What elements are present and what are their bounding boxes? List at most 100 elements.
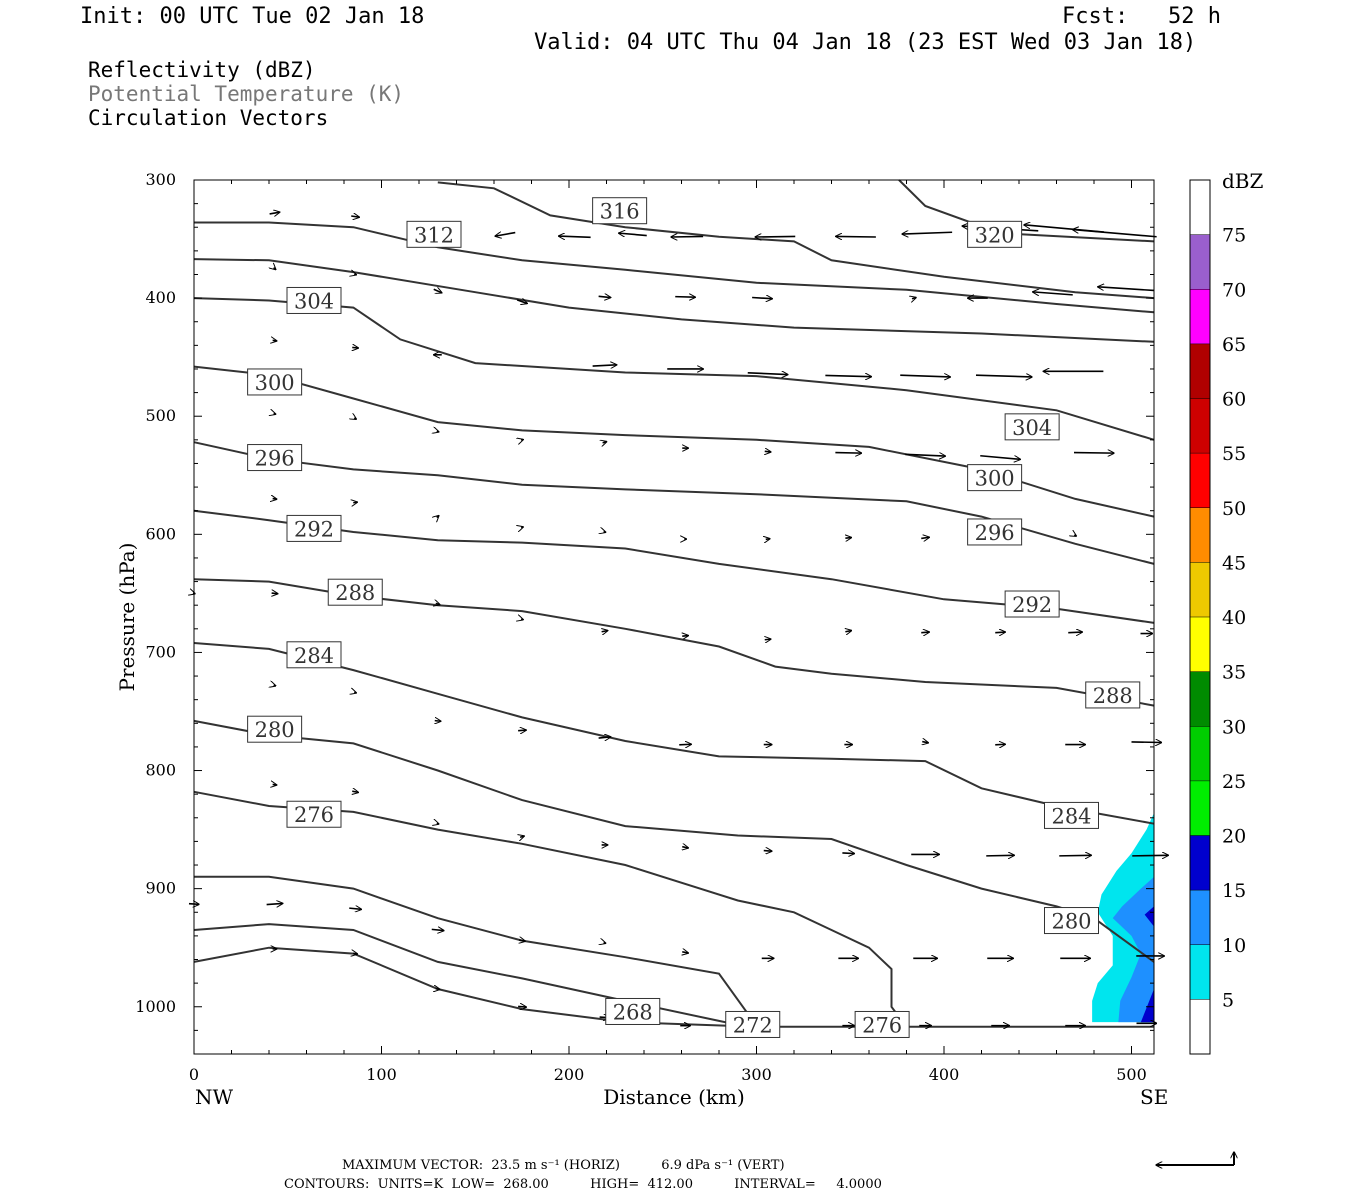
colorbar-label: 40 (1222, 607, 1246, 629)
colorbar-swatch (1190, 398, 1210, 454)
circulation-vector (921, 537, 929, 538)
contour-label-box (406, 220, 462, 248)
circulation-vector (1132, 855, 1168, 856)
circulation-vector (1131, 742, 1162, 743)
circulation-vector (836, 236, 876, 237)
y-tick-label: 500 (145, 406, 176, 425)
colorbar-label: 50 (1222, 498, 1246, 520)
colorbar-label: 20 (1222, 826, 1246, 848)
isentrope-312k (194, 221, 1155, 314)
contour-label-box (967, 518, 1023, 546)
y-axis-title: Pressure (hPa) (115, 543, 139, 692)
y-tick-label: 800 (145, 761, 176, 780)
colorbar-label: 75 (1222, 225, 1246, 247)
circulation-vector (842, 853, 854, 854)
circulation-vector (272, 593, 278, 594)
circulation-vector (437, 431, 439, 432)
circulation-vector (986, 855, 1014, 856)
circulation-vector (825, 375, 871, 376)
contour-label: 320 (975, 223, 1015, 247)
circulation-vector (437, 823, 439, 824)
colorbar-swatch (1190, 835, 1210, 891)
isentrope-276k (193, 790, 908, 1028)
colorbar-label: 30 (1222, 716, 1246, 738)
isentrope-320k (898, 179, 1155, 243)
circulation-vector (679, 744, 691, 745)
isentrope-296k (193, 441, 1155, 565)
circulation-vector (765, 451, 771, 452)
circulation-vector (921, 632, 929, 633)
max-vector-reference-arrow (1156, 1152, 1234, 1165)
contour-label: 288 (1093, 684, 1133, 708)
circulation-vector (845, 631, 851, 632)
circulation-vector (604, 532, 606, 533)
circulation-vector (592, 365, 617, 366)
circulation-vector (835, 453, 861, 454)
plot-frame (193, 179, 1155, 1055)
circulation-vector (682, 636, 688, 637)
reflectivity-cell-15dbz (1140, 989, 1154, 1023)
circulation-vector (353, 502, 357, 503)
field-reflectivity: Reflectivity (dBZ) (88, 58, 316, 82)
circulation-vector (349, 908, 361, 909)
circulation-vector (1073, 230, 1157, 238)
colorbar-swatch (1190, 289, 1210, 344)
circulation-vector (682, 847, 688, 848)
colorbar-label: 65 (1222, 334, 1246, 356)
isentrope-280k (193, 719, 1155, 963)
contour-label-box (327, 578, 383, 606)
circulation-vector (995, 744, 1005, 745)
contour-label-box (247, 368, 303, 396)
contour-label-box (247, 444, 303, 472)
colorbar-label: 70 (1222, 279, 1246, 301)
circulation-vector (755, 236, 796, 237)
circulation-vector (274, 268, 276, 270)
circulation-vector (1073, 453, 1114, 454)
x-tick-label: 500 (1116, 1065, 1147, 1084)
colorbar-label: 60 (1222, 389, 1246, 411)
x-tick-label: 300 (741, 1065, 772, 1084)
circulation-vector (273, 784, 277, 785)
isentrope-284k (193, 642, 1155, 825)
colorbar-label: 15 (1222, 880, 1246, 902)
y-tick-label: 400 (145, 288, 176, 307)
contour-label-box (286, 514, 342, 542)
contour-label: 284 (1051, 804, 1091, 828)
contour-label: 276 (294, 803, 334, 827)
circulation-vector (351, 216, 359, 217)
contour-label-box (725, 1010, 781, 1038)
circulation-vector (516, 300, 527, 304)
circulation-vector (603, 442, 607, 443)
isentrope-316k (437, 181, 1155, 300)
circulation-vector (602, 631, 608, 632)
circulation-vector (995, 632, 1005, 633)
colorbar-swatch (1190, 234, 1210, 290)
colorbar-label: 55 (1222, 443, 1246, 465)
circulation-vector (518, 1006, 526, 1007)
circulation-vector (1074, 535, 1076, 536)
x-tick-label: 0 (189, 1065, 199, 1084)
contour-label: 280 (255, 718, 295, 742)
circulation-vector (975, 375, 1032, 377)
x-tick-label: 400 (929, 1065, 960, 1084)
contour-label-box (1004, 413, 1060, 441)
contour-label: 296 (255, 447, 295, 471)
colorbar-swatch (1190, 343, 1210, 399)
colorbar-label: 10 (1222, 935, 1246, 957)
contour-info: CONTOURS: UNITS=K LOW= 268.00 HIGH= 412.… (284, 1177, 882, 1192)
circulation-vector (273, 340, 277, 341)
contour-label-box (1085, 681, 1141, 709)
circulation-vector (274, 414, 276, 415)
circulation-vector (598, 737, 611, 738)
contour-label: 288 (335, 581, 375, 605)
colorbar-swatch (1190, 726, 1210, 781)
contour-label-box (1004, 590, 1060, 618)
circulation-vector (905, 454, 945, 456)
circulation-vector (435, 721, 441, 722)
contour-label: 280 (1051, 910, 1091, 934)
y-tick-label: 900 (145, 879, 176, 898)
circulation-vector (619, 233, 647, 235)
circulation-vector (752, 298, 772, 299)
x-right-end-label: SE (1140, 1085, 1168, 1109)
circulation-vector (274, 685, 276, 686)
